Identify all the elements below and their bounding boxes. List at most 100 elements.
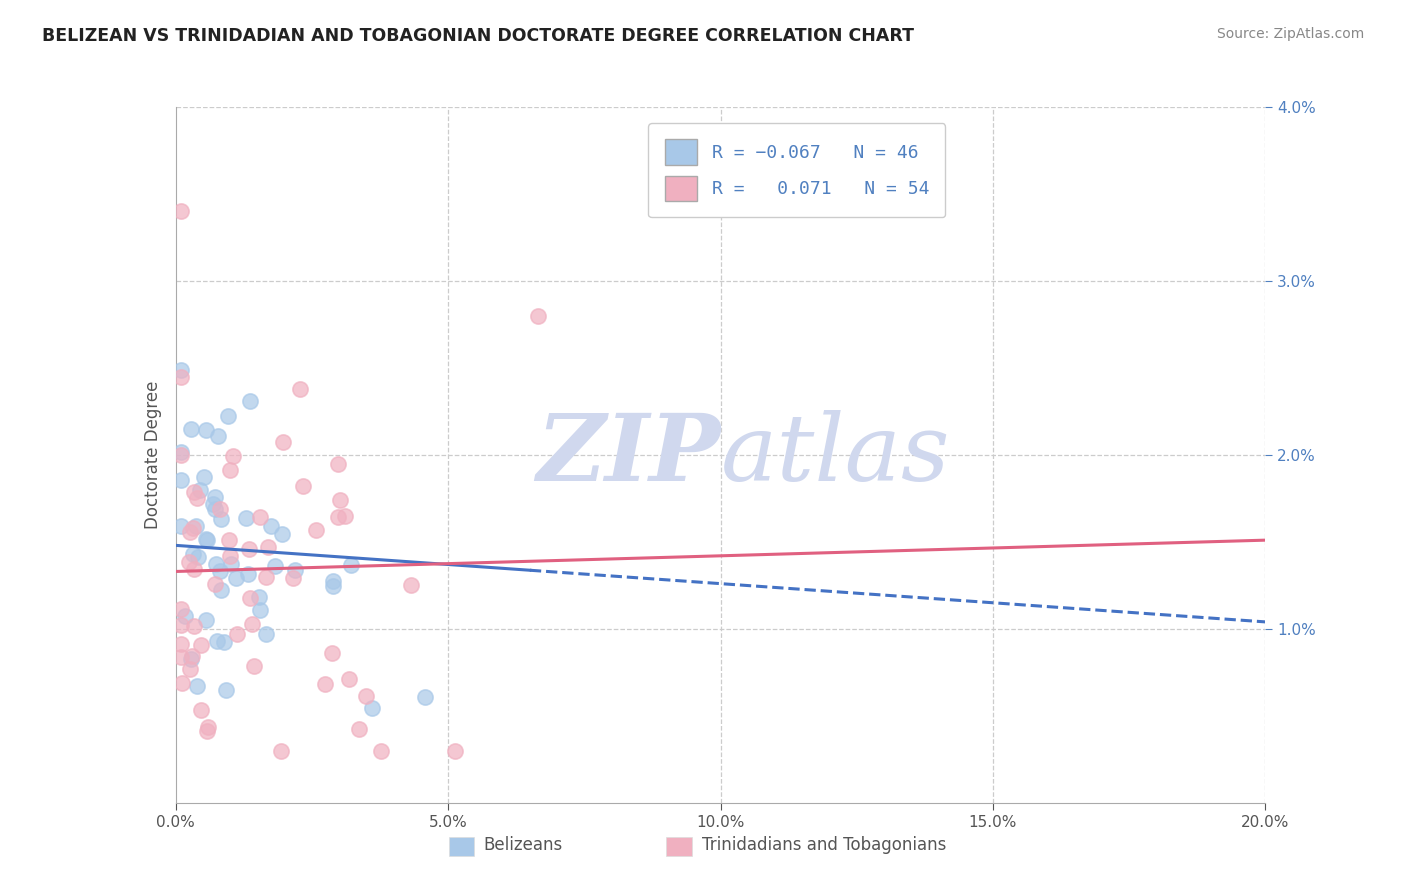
Point xyxy=(195,613,218,627)
Point xyxy=(326,510,349,524)
Text: ZIP: ZIP xyxy=(536,410,721,500)
Point xyxy=(215,683,238,698)
Point xyxy=(305,523,328,537)
Point xyxy=(180,648,202,663)
Point xyxy=(284,563,307,577)
Point xyxy=(321,646,343,660)
Point xyxy=(243,659,266,673)
Point xyxy=(326,458,349,472)
Point xyxy=(413,690,436,704)
Point xyxy=(290,382,312,396)
Text: atlas: atlas xyxy=(721,410,950,500)
Point xyxy=(370,744,392,758)
Point xyxy=(225,571,247,585)
Point xyxy=(247,591,270,605)
Point xyxy=(281,571,304,585)
Point xyxy=(212,635,235,649)
Point xyxy=(170,473,193,487)
Point xyxy=(239,393,262,408)
Point xyxy=(209,582,232,597)
Point xyxy=(207,429,229,443)
Point xyxy=(208,564,231,578)
Point xyxy=(202,497,225,511)
Point xyxy=(239,591,262,605)
Point xyxy=(172,676,194,690)
Point xyxy=(195,533,218,547)
Point xyxy=(180,422,202,436)
Point xyxy=(399,578,422,592)
Point xyxy=(314,677,336,691)
Point xyxy=(170,363,193,377)
Point xyxy=(322,579,344,593)
Point xyxy=(190,638,212,652)
Point xyxy=(225,627,247,641)
Point xyxy=(179,555,201,569)
Point xyxy=(170,370,193,384)
Point xyxy=(356,689,378,703)
Point xyxy=(263,559,285,574)
Point xyxy=(187,550,209,565)
Point xyxy=(238,542,260,557)
Text: Trinidadians and Tobagonians: Trinidadians and Tobagonians xyxy=(702,836,946,854)
Point xyxy=(170,445,193,459)
Point xyxy=(179,525,201,540)
Point xyxy=(183,484,205,499)
Point xyxy=(170,602,193,616)
Text: Belizeans: Belizeans xyxy=(484,836,562,854)
Point xyxy=(260,519,283,533)
Point xyxy=(205,633,228,648)
Point xyxy=(218,533,240,548)
Point xyxy=(360,701,382,715)
Point xyxy=(256,540,278,554)
Point xyxy=(186,679,208,693)
Point xyxy=(183,619,205,633)
Point xyxy=(186,518,208,533)
Point xyxy=(235,510,257,524)
Legend: R = −0.067   N = 46, R =   0.071   N = 54: R = −0.067 N = 46, R = 0.071 N = 54 xyxy=(648,123,945,218)
Point xyxy=(222,449,245,463)
Point xyxy=(204,501,226,516)
Text: BELIZEAN VS TRINIDADIAN AND TOBAGONIAN DOCTORATE DEGREE CORRELATION CHART: BELIZEAN VS TRINIDADIAN AND TOBAGONIAN D… xyxy=(42,27,914,45)
Point xyxy=(170,649,193,664)
Point xyxy=(205,557,228,571)
Point xyxy=(270,744,292,758)
Text: Source: ZipAtlas.com: Source: ZipAtlas.com xyxy=(1216,27,1364,41)
Point xyxy=(204,577,226,591)
Point xyxy=(195,532,218,546)
Point xyxy=(219,549,242,564)
Point xyxy=(322,574,344,588)
Point xyxy=(193,470,215,484)
Point xyxy=(194,423,217,437)
Point xyxy=(249,603,271,617)
Point xyxy=(271,435,294,450)
Point xyxy=(337,672,360,686)
Point xyxy=(195,723,218,738)
Y-axis label: Doctorate Degree: Doctorate Degree xyxy=(143,381,162,529)
Point xyxy=(197,720,219,734)
Point xyxy=(209,511,232,525)
Point xyxy=(170,204,193,219)
Point xyxy=(183,521,205,535)
Point xyxy=(292,479,315,493)
Point xyxy=(236,566,259,581)
Point xyxy=(170,618,193,632)
Point xyxy=(170,448,193,462)
Point xyxy=(186,491,208,505)
Point xyxy=(271,527,294,541)
Point xyxy=(190,483,212,497)
Point xyxy=(208,502,231,516)
Point xyxy=(240,616,263,631)
Point xyxy=(347,722,370,736)
Point xyxy=(527,309,550,323)
Point xyxy=(219,463,242,477)
Point xyxy=(179,662,201,676)
Point xyxy=(204,490,226,504)
Point xyxy=(180,652,202,666)
Point xyxy=(333,508,356,523)
Point xyxy=(329,493,352,508)
Point xyxy=(443,744,465,758)
Point xyxy=(174,608,197,623)
Point xyxy=(217,409,239,423)
Point xyxy=(249,510,271,524)
Point xyxy=(170,637,193,651)
